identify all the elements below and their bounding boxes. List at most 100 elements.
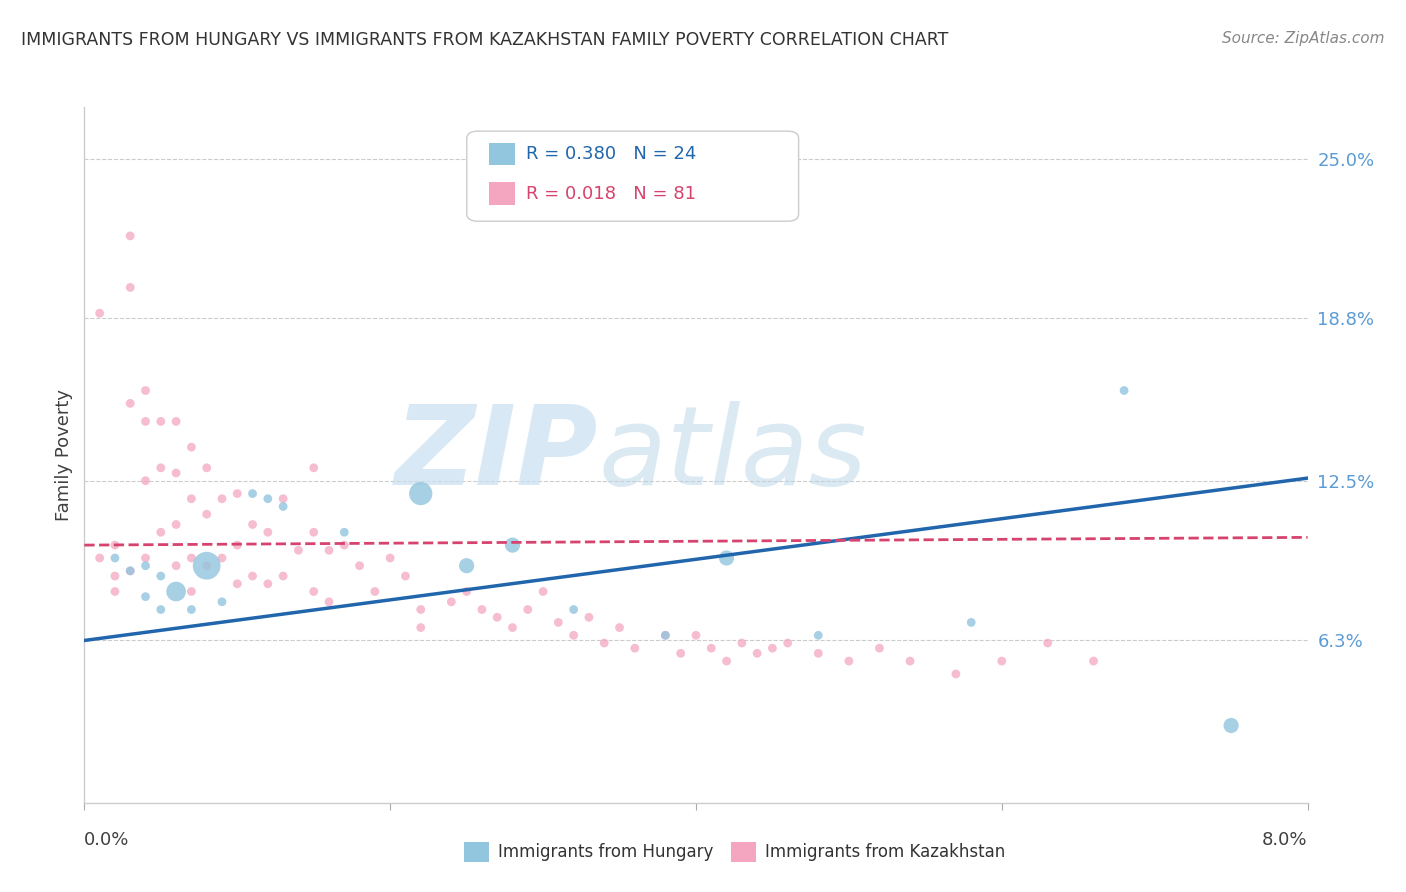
- Point: [593, 636, 616, 650]
- Text: R = 0.018   N = 81: R = 0.018 N = 81: [526, 185, 696, 202]
- Point: [1220, 718, 1243, 732]
- Point: [120, 564, 142, 578]
- Point: [135, 558, 157, 573]
- Point: [838, 654, 860, 668]
- Point: [624, 641, 647, 656]
- Point: [716, 551, 738, 566]
- Point: [409, 621, 432, 635]
- Text: ZIP: ZIP: [395, 401, 598, 508]
- Point: [745, 646, 768, 660]
- Point: [135, 384, 157, 398]
- Point: [440, 595, 463, 609]
- Point: [471, 602, 494, 616]
- Point: [120, 228, 142, 243]
- Point: [135, 414, 157, 428]
- Text: Immigrants from Kazakhstan: Immigrants from Kazakhstan: [765, 843, 1005, 861]
- Point: [104, 551, 127, 566]
- Point: [242, 569, 264, 583]
- Point: [195, 558, 218, 573]
- Point: [302, 525, 325, 540]
- Point: [945, 667, 967, 681]
- Point: [195, 507, 218, 521]
- Point: [195, 558, 218, 573]
- Point: [516, 602, 538, 616]
- Point: [807, 628, 830, 642]
- Point: [486, 610, 509, 624]
- Point: [271, 569, 294, 583]
- Text: 0.0%: 0.0%: [84, 830, 129, 848]
- Point: [869, 641, 891, 656]
- Point: [180, 440, 202, 454]
- Point: [120, 280, 142, 294]
- Point: [456, 558, 478, 573]
- Point: [409, 602, 432, 616]
- Point: [211, 595, 233, 609]
- Text: 8.0%: 8.0%: [1263, 830, 1308, 848]
- Point: [685, 628, 707, 642]
- Point: [135, 590, 157, 604]
- Point: [960, 615, 983, 630]
- Text: Source: ZipAtlas.com: Source: ZipAtlas.com: [1222, 31, 1385, 46]
- Point: [149, 460, 172, 475]
- Point: [180, 602, 202, 616]
- Point: [165, 414, 187, 428]
- Point: [394, 569, 416, 583]
- Point: [211, 551, 233, 566]
- Point: [547, 615, 569, 630]
- Point: [654, 628, 676, 642]
- Point: [180, 551, 202, 566]
- Point: [149, 602, 172, 616]
- Point: [180, 491, 202, 506]
- Y-axis label: Family Poverty: Family Poverty: [55, 389, 73, 521]
- Point: [1036, 636, 1059, 650]
- Point: [609, 621, 631, 635]
- Point: [165, 517, 187, 532]
- Point: [149, 525, 172, 540]
- Point: [287, 543, 309, 558]
- Point: [562, 628, 585, 642]
- Point: [120, 564, 142, 578]
- Point: [211, 491, 233, 506]
- Point: [501, 621, 523, 635]
- Point: [716, 654, 738, 668]
- Point: [165, 466, 187, 480]
- Point: [333, 538, 356, 552]
- Point: [257, 525, 280, 540]
- Point: [257, 491, 280, 506]
- Point: [89, 551, 111, 566]
- Point: [89, 306, 111, 320]
- Point: [149, 569, 172, 583]
- Point: [226, 576, 249, 591]
- Point: [271, 491, 294, 506]
- Point: [654, 628, 676, 642]
- Point: [149, 414, 172, 428]
- Point: [380, 551, 402, 566]
- Point: [562, 602, 585, 616]
- Point: [501, 538, 523, 552]
- Point: [135, 551, 157, 566]
- Point: [990, 654, 1012, 668]
- Point: [409, 486, 432, 500]
- Point: [578, 610, 600, 624]
- Point: [135, 474, 157, 488]
- Point: [364, 584, 387, 599]
- Point: [226, 538, 249, 552]
- Text: atlas: atlas: [598, 401, 866, 508]
- Point: [271, 500, 294, 514]
- Point: [1083, 654, 1105, 668]
- Text: R = 0.380   N = 24: R = 0.380 N = 24: [526, 145, 696, 163]
- Point: [120, 396, 142, 410]
- Point: [731, 636, 754, 650]
- Point: [104, 569, 127, 583]
- Point: [807, 646, 830, 660]
- Point: [226, 486, 249, 500]
- Point: [165, 558, 187, 573]
- Point: [318, 595, 340, 609]
- Text: IMMIGRANTS FROM HUNGARY VS IMMIGRANTS FROM KAZAKHSTAN FAMILY POVERTY CORRELATION: IMMIGRANTS FROM HUNGARY VS IMMIGRANTS FR…: [21, 31, 949, 49]
- Point: [195, 460, 218, 475]
- Point: [104, 538, 127, 552]
- Point: [165, 584, 187, 599]
- Point: [776, 636, 799, 650]
- Point: [180, 584, 202, 599]
- Point: [333, 525, 356, 540]
